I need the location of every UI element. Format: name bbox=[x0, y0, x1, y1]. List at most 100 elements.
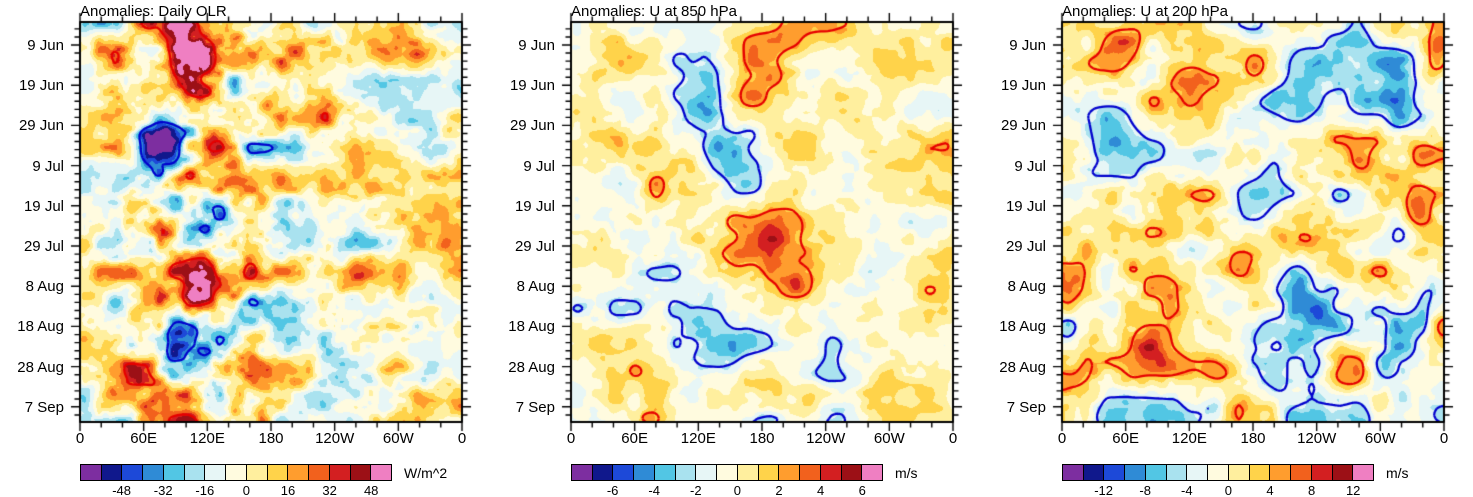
x-tick-label: 0 bbox=[1057, 430, 1067, 447]
colorbar-segment bbox=[246, 465, 268, 480]
colorbar-segment bbox=[717, 465, 738, 480]
colorbar-segment bbox=[81, 465, 102, 480]
colorbar-tick-label: -32 bbox=[153, 483, 173, 497]
y-tick-label: 9 Jun bbox=[1009, 37, 1046, 54]
colorbar-tick-label: -12 bbox=[1094, 483, 1113, 497]
x-tick-label: 60W bbox=[873, 430, 905, 447]
colorbar-segment bbox=[1125, 465, 1146, 480]
colorbar-segment bbox=[737, 465, 759, 480]
y-tick-label: 28 Aug bbox=[508, 358, 555, 376]
colorbar-tick-label: 2 bbox=[775, 483, 783, 497]
y-tick-label: 8 Aug bbox=[25, 278, 64, 296]
colorbar-segment bbox=[675, 465, 697, 480]
colorbar-unit-label: m/s bbox=[895, 465, 918, 481]
colorbar-tick-label: -8 bbox=[1139, 483, 1151, 497]
colorbar-segment bbox=[1291, 465, 1312, 480]
y-tick-label: 19 Jun bbox=[18, 77, 64, 95]
colorbar-tick-label: 12 bbox=[1345, 483, 1361, 497]
colorbar-segment bbox=[288, 465, 310, 480]
x-tick-label: 120W bbox=[1297, 430, 1337, 447]
colorbar bbox=[1062, 464, 1374, 481]
colorbar bbox=[571, 464, 883, 481]
y-tick-label: 8 Aug bbox=[1007, 278, 1046, 296]
colorbar-segment bbox=[1332, 465, 1354, 480]
y-tick-label: 19 Jul bbox=[1005, 197, 1046, 215]
colorbar-segment bbox=[1145, 465, 1167, 480]
colorbar-tick-label: 4 bbox=[816, 483, 825, 497]
colorbar-tick-label: 32 bbox=[322, 483, 337, 497]
colorbar-segment bbox=[779, 465, 801, 480]
colorbar-tick-label: 16 bbox=[280, 483, 296, 497]
colorbar-segment bbox=[184, 465, 206, 480]
colorbar-tick-label: -2 bbox=[690, 483, 702, 497]
colorbar-segment bbox=[592, 465, 614, 480]
colorbar-segment bbox=[309, 465, 330, 480]
colorbar-tick-label: 48 bbox=[363, 483, 379, 497]
colorbar-segment bbox=[205, 465, 227, 480]
y-tick-label: 29 Jul bbox=[23, 238, 64, 255]
colorbar-unit-label: W/m^2 bbox=[404, 465, 448, 481]
y-tick-label: 18 Aug bbox=[999, 318, 1046, 336]
x-tick-label: 0 bbox=[457, 430, 467, 447]
colorbar-segment bbox=[267, 465, 289, 480]
u200-heatmap-canvas bbox=[1048, 8, 1458, 436]
colorbar-segment bbox=[1208, 465, 1229, 480]
y-tick-label: 28 Aug bbox=[17, 358, 64, 376]
y-tick-label: 29 Jun bbox=[18, 117, 64, 135]
y-tick-label: 29 Jul bbox=[514, 238, 555, 255]
colorbar-tick-label: -6 bbox=[606, 483, 619, 497]
colorbar-segment bbox=[329, 465, 351, 480]
y-tick-label: 19 Jul bbox=[23, 197, 64, 215]
x-tick-label: 120W bbox=[315, 430, 355, 447]
y-tick-label: 9 Jun bbox=[27, 37, 64, 54]
y-tick-label: 29 Jul bbox=[1005, 238, 1046, 255]
colorbar-segment bbox=[800, 465, 821, 480]
y-tick-label: 8 Aug bbox=[516, 278, 555, 296]
x-tick-label: 60W bbox=[382, 430, 414, 447]
y-tick-label: 9 Jul bbox=[32, 157, 64, 175]
y-tick-label: 19 Jun bbox=[1000, 77, 1046, 95]
colorbar-unit-label: m/s bbox=[1386, 465, 1409, 481]
colorbar-segment bbox=[226, 465, 247, 480]
colorbar-segment bbox=[1063, 465, 1084, 480]
colorbar-segment bbox=[350, 465, 372, 480]
colorbar-tick-label: -4 bbox=[1181, 483, 1193, 497]
y-tick-label: 7 Sep bbox=[1006, 398, 1046, 416]
colorbar-tick-label: 0 bbox=[733, 483, 741, 497]
x-tick-label: 120E bbox=[189, 430, 225, 447]
colorbar-segment bbox=[572, 465, 593, 480]
colorbar-segment bbox=[820, 465, 842, 480]
colorbar-segment bbox=[101, 465, 123, 480]
x-tick-label: 60W bbox=[1364, 430, 1396, 447]
colorbar-segment bbox=[841, 465, 863, 480]
colorbar-segment bbox=[613, 465, 635, 480]
colorbar-segment bbox=[163, 465, 185, 480]
colorbar-segment bbox=[654, 465, 676, 480]
y-tick-label: 19 Jun bbox=[509, 77, 555, 95]
x-tick-label: 0 bbox=[75, 430, 85, 447]
x-tick-label: 180 bbox=[1240, 430, 1266, 447]
u850-heatmap-canvas bbox=[557, 8, 967, 436]
x-tick-label: 0 bbox=[566, 430, 576, 447]
colorbar-tick-label: 0 bbox=[1224, 483, 1232, 497]
x-tick-label: 120E bbox=[680, 430, 716, 447]
colorbar-segment bbox=[1270, 465, 1292, 480]
y-tick-label: 9 Jul bbox=[1014, 157, 1046, 175]
x-tick-label: 180 bbox=[258, 430, 284, 447]
x-tick-label: 0 bbox=[948, 430, 958, 447]
colorbar-tick-label: 4 bbox=[1266, 483, 1274, 497]
y-tick-label: 28 Aug bbox=[999, 358, 1046, 376]
colorbar-tick-label: -48 bbox=[112, 483, 131, 497]
colorbar-segment bbox=[1104, 465, 1126, 480]
colorbar-segment bbox=[696, 465, 718, 480]
x-tick-label: 60E bbox=[621, 430, 648, 447]
colorbar-segment bbox=[122, 465, 144, 480]
colorbar-segment bbox=[1187, 465, 1209, 480]
y-tick-label: 19 Jul bbox=[514, 197, 555, 215]
colorbar-tick-label: -16 bbox=[195, 483, 215, 497]
y-tick-label: 18 Aug bbox=[508, 318, 555, 336]
